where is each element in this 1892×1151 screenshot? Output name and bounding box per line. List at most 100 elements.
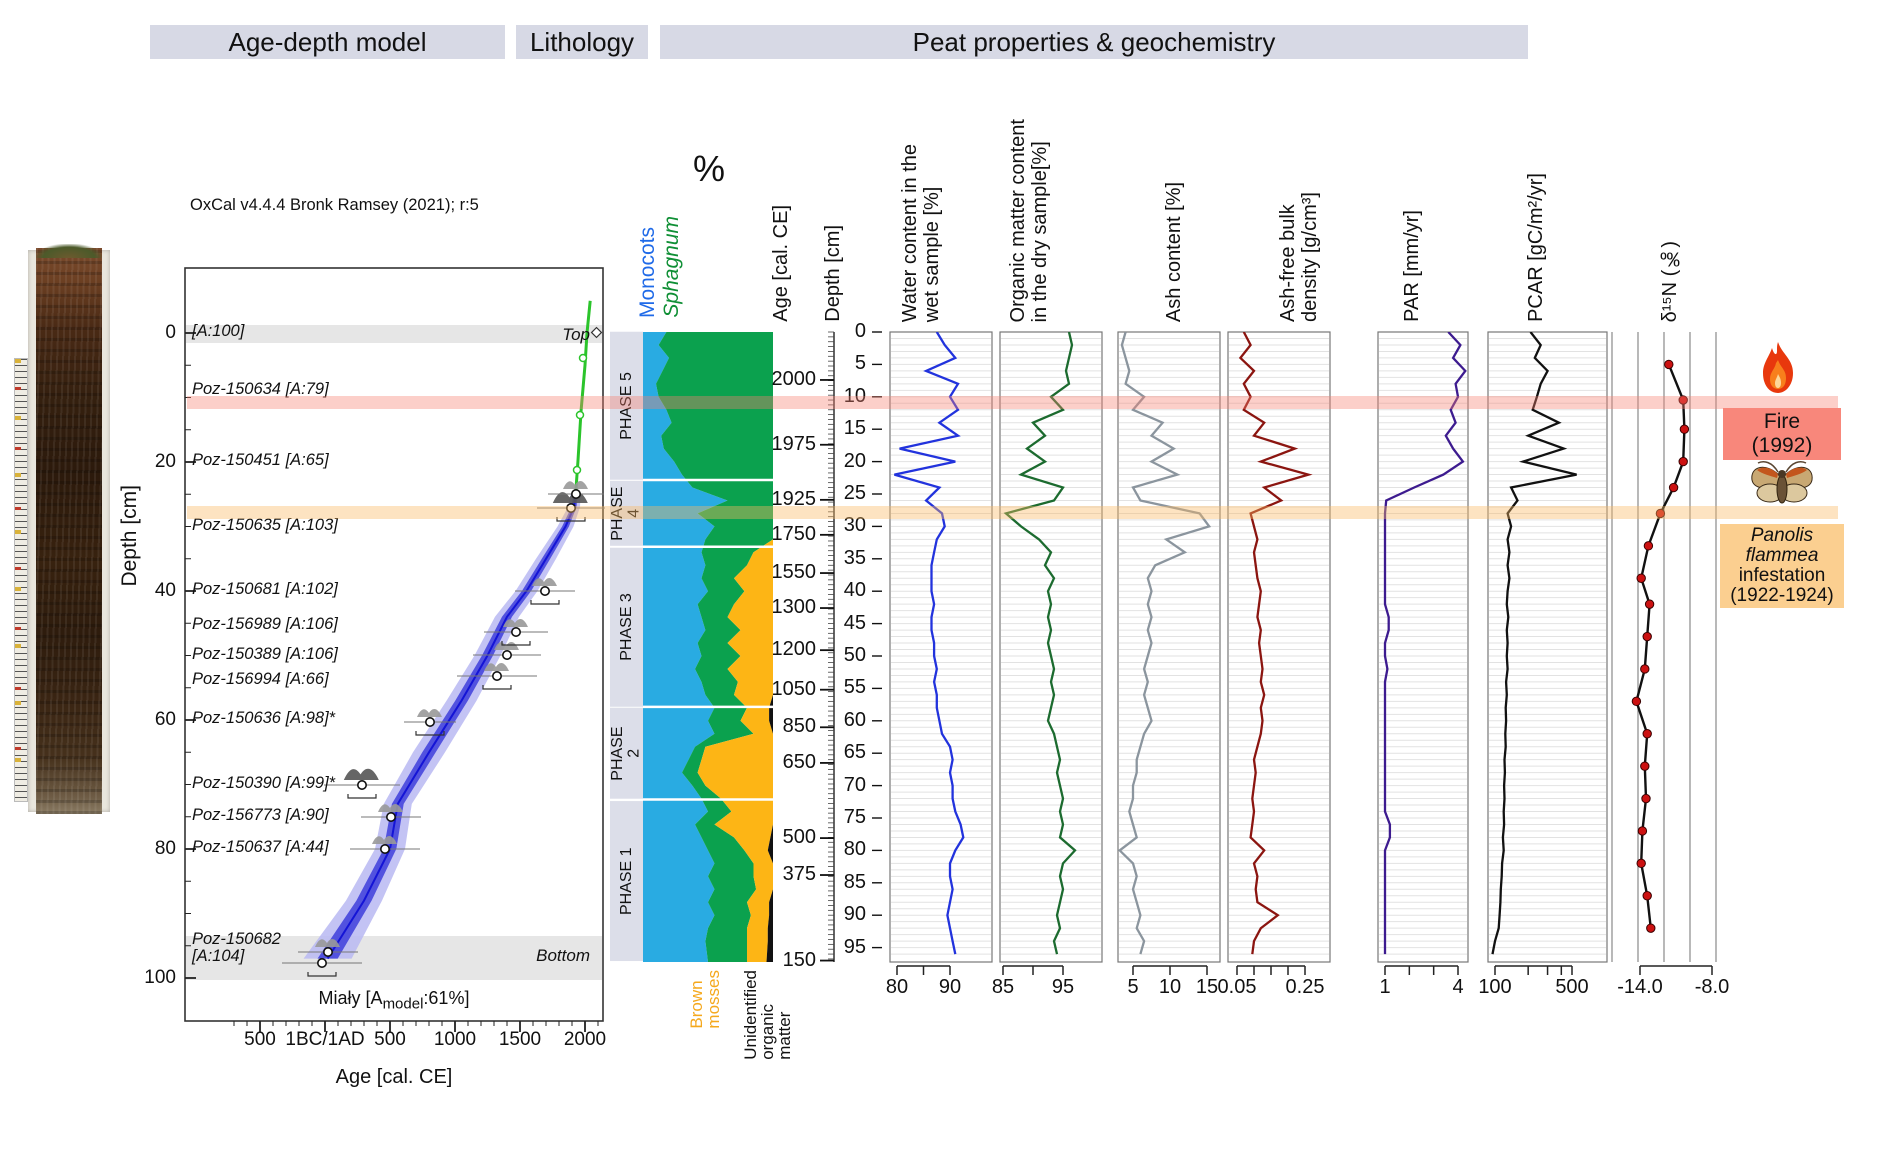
phase-label-4: PHASE 4: [609, 481, 643, 546]
adm-sample-label: Poz-150636 [A:98]*: [192, 709, 336, 727]
adm-sample-label: Poz-156994 [A:66]: [192, 670, 329, 689]
peat-age-tick-1300: 1300: [771, 596, 817, 619]
peat-age-tick-2000: 2000: [771, 367, 817, 390]
legend-sphagnum: Sphagnum: [660, 216, 683, 318]
peat-depth-tick-60: 60: [843, 708, 866, 731]
peat-age-tick-650: 650: [782, 750, 816, 773]
panel-tick-ash-15: 15: [1195, 976, 1219, 998]
panel-tick-organic-95: 95: [1051, 976, 1075, 998]
oxcal-version-caption: OxCal v4.4.4 Bronk Ramsey (2021); r:5: [190, 196, 479, 214]
lithology-percent-label: %: [693, 148, 726, 189]
adm-sample-label: Poz-150390 [A:99]*: [192, 773, 336, 792]
panel-title-organic: Organic matter content in the dry sample…: [1006, 118, 1051, 322]
legend-brown-mosses: Brown mosses: [687, 970, 723, 1029]
phase-label-3: PHASE 3: [610, 547, 643, 707]
panel-tick-ash-5: 5: [1127, 976, 1139, 998]
adm-depth-tick-100: 100: [144, 967, 176, 988]
panel-title-par: PAR [mm/yr]: [1401, 210, 1424, 322]
peat-depth-tick-95: 95: [843, 935, 866, 958]
panel-title-pcar: PCAR [gC/m²/yr]: [1524, 173, 1547, 322]
peat-depth-tick-0: 0: [854, 320, 866, 342]
fire-annotation-line2: (1992): [1751, 434, 1813, 457]
adm-age-tick-500: 500: [244, 1029, 276, 1050]
peat-age-tick-150: 150: [782, 948, 816, 971]
peat-depth-tick-30: 30: [843, 514, 866, 537]
panel-tick-pcar-100: 100: [1478, 976, 1512, 998]
panel-tick-water-80: 80: [885, 976, 909, 998]
legend-monocots: Monocots: [636, 226, 659, 318]
peat-age-tick-1050: 1050: [771, 677, 817, 700]
infestation-line3: infestation: [1738, 565, 1826, 586]
peat-age-axis-label: Age [cal. CE]: [770, 205, 792, 322]
peat-depth-tick-90: 90: [843, 903, 866, 926]
adm-sample-label: Poz-150635 [A:103]: [192, 515, 338, 534]
panel-tick-organic-85: 85: [991, 976, 1015, 998]
panel-title-density: Ash-free bulk density [g/cm³]: [1277, 191, 1322, 322]
adm-sample-label: Poz-150682 [A:104]: [192, 929, 281, 966]
site-agreement-value: :61%]: [423, 988, 470, 1008]
panel-tick-par-4: 4: [1452, 976, 1464, 998]
core-top-moss: [36, 244, 102, 258]
adm-depth-tick-60: 60: [154, 709, 176, 730]
infestation-species-line2: flammea: [1745, 545, 1819, 566]
core-bottom-label: Bottom: [536, 946, 590, 965]
site-agreement-label: Miały [Amodel:61%]: [284, 988, 504, 1013]
phase-label-5: PHASE 5: [610, 332, 643, 480]
panel-title-water: Water content in the wet sample [%]: [898, 143, 943, 322]
adm-age-tick-2000: 2000: [563, 1029, 607, 1050]
adm-sample-label: Poz-150637 [A:44]: [192, 838, 329, 856]
adm-depth-tick-80: 80: [154, 838, 176, 859]
adm-sample-label: Poz-156773 [A:90]: [192, 805, 329, 824]
peat-depth-tick-65: 65: [843, 741, 866, 764]
panel-tick-density-0.25: 0.25: [1285, 976, 1325, 998]
adm-age-tick-1BC/1AD: 1BC/1AD: [285, 1029, 365, 1050]
flame-icon: [1752, 340, 1804, 396]
section-header-age-depth-model: Age-depth model: [150, 25, 505, 59]
infestation-line4: (1922-1924): [1730, 585, 1834, 606]
adm-depth-tick-0: 0: [165, 322, 176, 343]
peat-depth-tick-55: 55: [843, 676, 866, 699]
adm-age-tick-1500: 1500: [498, 1029, 542, 1050]
peat-depth-tick-35: 35: [843, 546, 866, 569]
adm-sample-label: Poz-150634 [A:79]: [192, 380, 329, 399]
peat-depth-tick-45: 45: [843, 611, 866, 634]
peat-depth-tick-40: 40: [843, 579, 866, 602]
peat-depth-tick-25: 25: [843, 482, 866, 504]
ruler-icon: [14, 358, 28, 802]
adm-age-tick-1000: 1000: [433, 1029, 477, 1050]
peat-depth-tick-75: 75: [843, 806, 866, 828]
legend-unidentified-organic-matter: Unidentified organic matter: [741, 970, 794, 1060]
peat-depth-tick-20: 20: [843, 449, 866, 472]
peat-depth-tick-80: 80: [843, 838, 866, 861]
peat-age-tick-375: 375: [782, 863, 816, 886]
peat-depth-tick-15: 15: [843, 417, 866, 440]
peat-core-photo: [14, 244, 110, 814]
peat-age-tick-1550: 1550: [771, 561, 817, 584]
moth-icon: [1744, 458, 1820, 506]
panel-title-d15n: δ¹⁵N (‰): [1658, 240, 1681, 322]
peat-depth-tick-50: 50: [843, 644, 866, 666]
adm-sample-label: Poz-150451 [A:65]: [192, 451, 329, 469]
adm-sample-label: Poz-156989 [A:106]: [192, 615, 338, 634]
section-header-peat-properties: Peat properties & geochemistry: [660, 25, 1528, 59]
panel-tick-d15n--8.0: -8.0: [1694, 976, 1730, 998]
adm-depth-tick-20: 20: [154, 451, 176, 472]
panel-tick-density-0.05: 0.05: [1217, 976, 1257, 998]
core-column: [36, 248, 102, 814]
peat-depth-tick-85: 85: [843, 870, 866, 893]
panel-tick-par-1: 1: [1379, 976, 1391, 998]
phase-label-1: PHASE 1: [610, 800, 643, 961]
panel-tick-pcar-500: 500: [1555, 976, 1589, 998]
adm-sample-label: [A:100]: [192, 322, 245, 340]
adm-sample-label: Poz-150389 [A:106]: [192, 644, 338, 663]
adm-sample-label: Poz-150681 [A:102]: [192, 580, 338, 598]
peat-depth-axis-label: Depth [cm]: [822, 225, 844, 322]
fire-annotation-line1: Fire: [1763, 410, 1801, 433]
panel-tick-ash-10: 10: [1158, 976, 1182, 998]
section-header-lithology: Lithology: [516, 25, 648, 59]
adm-age-tick-500: 500: [374, 1029, 406, 1050]
peat-age-tick-1750: 1750: [771, 522, 817, 545]
phase-label-2: PHASE 2: [609, 707, 643, 799]
